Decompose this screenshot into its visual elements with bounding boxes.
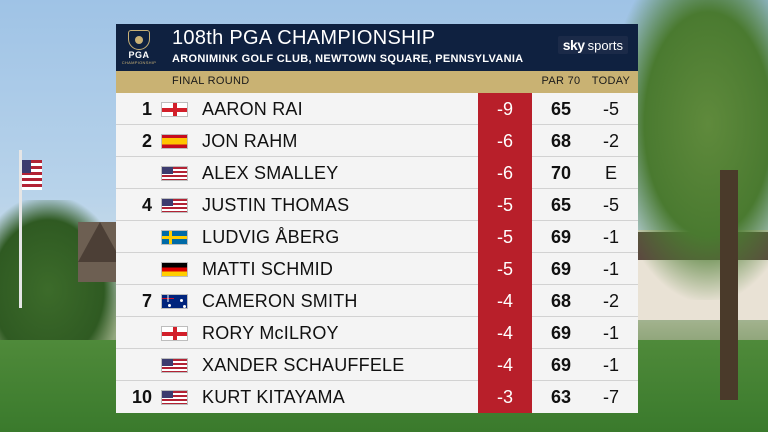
england-flag-icon [161, 102, 188, 117]
round-score: 69 [550, 227, 572, 247]
player-name: ALEX SMALLEY [202, 163, 339, 183]
table-row: RORY McILROY -4 69 -1 [116, 317, 638, 349]
today-score: -2 [602, 291, 619, 311]
player-position: 4 [141, 195, 152, 215]
usa-flag-icon [161, 166, 188, 181]
player-name: CAMERON SMITH [202, 291, 358, 311]
player-name: KURT KITAYAMA [202, 387, 345, 407]
tree-trunk [720, 170, 738, 400]
germany-flag-icon [161, 262, 188, 277]
today-score: -1 [602, 355, 619, 375]
today-score: -7 [602, 387, 619, 407]
player-position: 2 [141, 131, 152, 151]
round-score: 69 [550, 259, 572, 279]
player-name: LUDVIG ÅBERG [202, 227, 340, 247]
today-column-label: TODAY [591, 75, 631, 87]
table-row: 1 AARON RAI -9 65 -5 [116, 93, 638, 125]
pga-crest-icon [128, 30, 150, 50]
player-name: AARON RAI [202, 99, 303, 119]
player-name: RORY McILROY [202, 323, 339, 343]
total-score: -5 [478, 221, 532, 253]
table-row: MATTI SCHMID -5 69 -1 [116, 253, 638, 285]
pga-logo-text: PGA [128, 50, 150, 60]
table-row: 7 CAMERON SMITH -4 68 -2 [116, 285, 638, 317]
usa-flag-icon [161, 358, 188, 373]
round-score: 69 [550, 323, 572, 343]
clubhouse-roof-left [78, 222, 122, 262]
round-score: 65 [550, 195, 572, 215]
total-score: -4 [478, 349, 532, 381]
round-score: 65 [550, 99, 572, 119]
total-score: -9 [478, 93, 532, 125]
pga-logo-subtext: CHAMPIONSHIP [121, 60, 157, 65]
player-position: 1 [141, 99, 152, 119]
player-name: XANDER SCHAUFFELE [202, 355, 405, 375]
round-label: FINAL ROUND [172, 75, 250, 87]
table-row: 4 JUSTIN THOMAS -5 65 -5 [116, 189, 638, 221]
sports-logo-text: sports [587, 37, 623, 53]
table-row: ALEX SMALLEY -6 70 E [116, 157, 638, 189]
total-score: -6 [478, 125, 532, 157]
venue-subtitle: ARONIMINK GOLF CLUB, NEWTOWN SQUARE, PEN… [172, 53, 524, 65]
leaderboard: PGA CHAMPIONSHIP 108th PGA CHAMPIONSHIP … [116, 24, 638, 413]
today-score: -1 [602, 323, 619, 343]
today-score: -5 [602, 99, 619, 119]
us-flag-canton [22, 160, 31, 173]
total-score: -4 [478, 317, 532, 349]
table-row: 2 JON RAHM -6 68 -2 [116, 125, 638, 157]
usa-flag-icon [161, 198, 188, 213]
player-name: MATTI SCHMID [202, 259, 334, 279]
total-score: -5 [478, 253, 532, 285]
round-score: 68 [550, 291, 572, 311]
today-score: -5 [602, 195, 619, 215]
table-row: 10 KURT KITAYAMA -3 63 -7 [116, 381, 638, 413]
sky-sports-logo: sky sports [557, 36, 628, 54]
today-score: -1 [602, 227, 619, 247]
column-header-bar: FINAL ROUND PAR 70 TODAY [116, 71, 638, 93]
today-score: -2 [602, 131, 619, 151]
pga-logo: PGA CHAMPIONSHIP [116, 24, 162, 71]
round-score: 63 [550, 387, 572, 407]
total-score: -5 [478, 189, 532, 221]
player-name: JON RAHM [202, 131, 298, 151]
spain-flag-icon [161, 134, 188, 149]
total-score: -6 [478, 157, 532, 189]
event-title: 108th PGA CHAMPIONSHIP [172, 27, 436, 49]
total-score: -3 [478, 381, 532, 413]
par-column-label: PAR 70 [541, 75, 581, 87]
player-position: 10 [131, 387, 152, 407]
player-position: 7 [141, 291, 152, 311]
round-score: 69 [550, 355, 572, 375]
today-score: E [604, 163, 617, 183]
round-score: 70 [550, 163, 572, 183]
australia-flag-icon [161, 294, 188, 309]
table-row: LUDVIG ÅBERG -5 69 -1 [116, 221, 638, 253]
today-score: -1 [602, 259, 619, 279]
northern-ireland-flag-icon [161, 326, 188, 341]
player-name: JUSTIN THOMAS [202, 195, 350, 215]
leaderboard-header: PGA CHAMPIONSHIP 108th PGA CHAMPIONSHIP … [116, 24, 638, 71]
sweden-flag-icon [161, 230, 188, 245]
table-row: XANDER SCHAUFFELE -4 69 -1 [116, 349, 638, 381]
flagpole [19, 150, 22, 308]
round-score: 68 [550, 131, 572, 151]
total-score: -4 [478, 285, 532, 317]
sky-logo-text: sky [562, 37, 585, 53]
player-rows: 1 AARON RAI -9 65 -5 2 JON RAHM -6 68 -2… [116, 93, 638, 413]
usa-flag-icon [161, 390, 188, 405]
